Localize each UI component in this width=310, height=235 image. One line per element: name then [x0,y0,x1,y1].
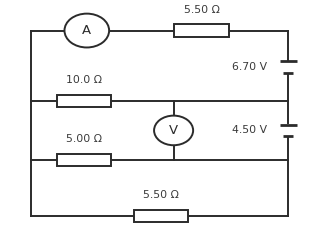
Text: A: A [82,24,91,37]
Text: 10.0 Ω: 10.0 Ω [66,75,102,85]
Circle shape [64,14,109,47]
FancyBboxPatch shape [57,154,111,166]
Text: 6.70 V: 6.70 V [232,62,267,72]
Circle shape [154,116,193,145]
Text: 5.50 Ω: 5.50 Ω [184,4,219,15]
Text: 4.50 V: 4.50 V [232,125,267,135]
FancyBboxPatch shape [174,24,229,37]
FancyBboxPatch shape [134,210,188,222]
Text: 5.50 Ω: 5.50 Ω [143,190,179,200]
FancyBboxPatch shape [57,95,111,107]
Text: 5.00 Ω: 5.00 Ω [66,134,102,144]
Text: V: V [169,124,178,137]
